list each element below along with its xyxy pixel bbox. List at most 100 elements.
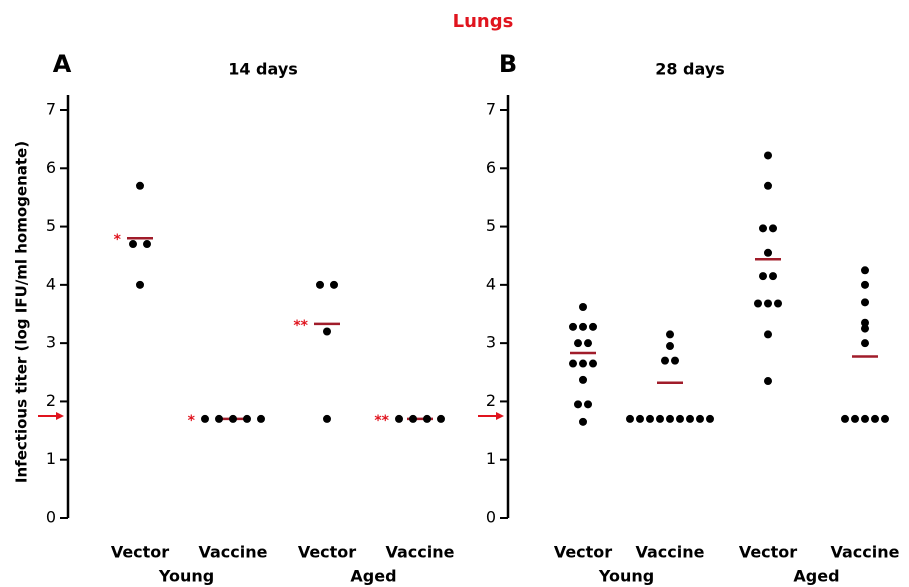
data-point <box>136 181 144 190</box>
y-tick-label: 6 <box>46 158 56 177</box>
limit-arrow-head <box>496 412 504 420</box>
data-point <box>143 240 151 249</box>
data-point <box>569 322 577 331</box>
data-point <box>759 224 767 233</box>
data-point <box>579 303 587 312</box>
data-point <box>201 414 209 423</box>
data-point <box>330 280 338 289</box>
data-point <box>636 414 644 423</box>
y-tick-label: 1 <box>486 449 496 468</box>
data-point <box>646 414 654 423</box>
y-tick-label: 7 <box>486 100 496 119</box>
figure-title: Lungs <box>453 11 514 32</box>
data-point <box>686 414 694 423</box>
group-label: Aged <box>350 567 396 586</box>
significance-mark: * <box>114 232 122 248</box>
data-point <box>215 414 223 423</box>
x-tick-label: Vaccine <box>831 543 900 562</box>
y-tick-label: 4 <box>46 274 56 293</box>
x-tick-label: Vector <box>739 543 797 562</box>
data-point <box>257 414 265 423</box>
data-point <box>764 248 772 257</box>
group-label: Young <box>598 567 654 586</box>
data-point <box>696 414 704 423</box>
data-point <box>579 359 587 368</box>
panel-label: A <box>53 50 72 78</box>
data-point <box>579 417 587 426</box>
data-point <box>871 414 879 423</box>
y-tick-label: 0 <box>486 508 496 527</box>
data-point <box>676 414 684 423</box>
data-point <box>861 318 869 327</box>
data-point <box>229 414 237 423</box>
data-point <box>574 400 582 409</box>
data-point <box>423 414 431 423</box>
data-point <box>579 375 587 384</box>
data-point <box>409 414 417 423</box>
data-point <box>243 414 251 423</box>
data-point <box>861 280 869 289</box>
data-point <box>774 299 782 308</box>
data-point <box>759 272 767 281</box>
data-point <box>584 400 592 409</box>
data-point <box>661 356 669 365</box>
data-point <box>764 151 772 160</box>
data-point <box>861 298 869 307</box>
data-point <box>666 342 674 351</box>
data-point <box>764 377 772 386</box>
y-tick-label: 1 <box>46 449 56 468</box>
data-point <box>706 414 714 423</box>
x-tick-label: Vector <box>298 543 356 562</box>
data-point <box>754 299 762 308</box>
data-point <box>584 339 592 348</box>
data-point <box>574 339 582 348</box>
data-point <box>129 240 137 249</box>
x-tick-label: Vaccine <box>386 543 455 562</box>
x-tick-label: Vaccine <box>199 543 268 562</box>
group-label: Young <box>158 567 214 586</box>
data-point <box>589 322 597 331</box>
data-point <box>656 414 664 423</box>
data-point <box>589 359 597 368</box>
y-tick-label: 2 <box>46 391 56 410</box>
data-point <box>666 330 674 339</box>
y-tick-label: 0 <box>46 508 56 527</box>
data-point <box>861 324 869 333</box>
data-point <box>881 414 889 423</box>
data-point <box>323 414 331 423</box>
data-point <box>323 327 331 336</box>
data-point <box>569 359 577 368</box>
data-point <box>764 181 772 190</box>
data-point <box>764 330 772 339</box>
data-point <box>764 299 772 308</box>
y-tick-label: 3 <box>46 333 56 352</box>
data-point <box>861 266 869 275</box>
group-label: Aged <box>793 567 839 586</box>
data-point <box>395 414 403 423</box>
data-point <box>851 414 859 423</box>
panel-title: 28 days <box>655 60 725 79</box>
significance-mark: * <box>188 413 196 429</box>
data-point <box>579 322 587 331</box>
y-axis-label: Infectious titer (log IFU/ml homogenate) <box>13 141 31 483</box>
y-tick-label: 6 <box>486 158 496 177</box>
significance-mark: ** <box>374 413 389 429</box>
data-point <box>136 280 144 289</box>
panel-title: 14 days <box>228 60 298 79</box>
y-tick-label: 2 <box>486 391 496 410</box>
data-point <box>316 280 324 289</box>
data-point <box>861 414 869 423</box>
panel-label: B <box>499 50 517 78</box>
limit-arrow-head <box>56 412 64 420</box>
y-tick-label: 7 <box>46 100 56 119</box>
data-point <box>769 272 777 281</box>
y-tick-label: 5 <box>46 216 56 235</box>
data-point <box>671 356 679 365</box>
x-tick-label: Vaccine <box>636 543 705 562</box>
significance-mark: ** <box>293 318 308 334</box>
data-point <box>437 414 445 423</box>
x-tick-label: Vector <box>111 543 169 562</box>
data-point <box>861 339 869 348</box>
data-point <box>666 414 674 423</box>
